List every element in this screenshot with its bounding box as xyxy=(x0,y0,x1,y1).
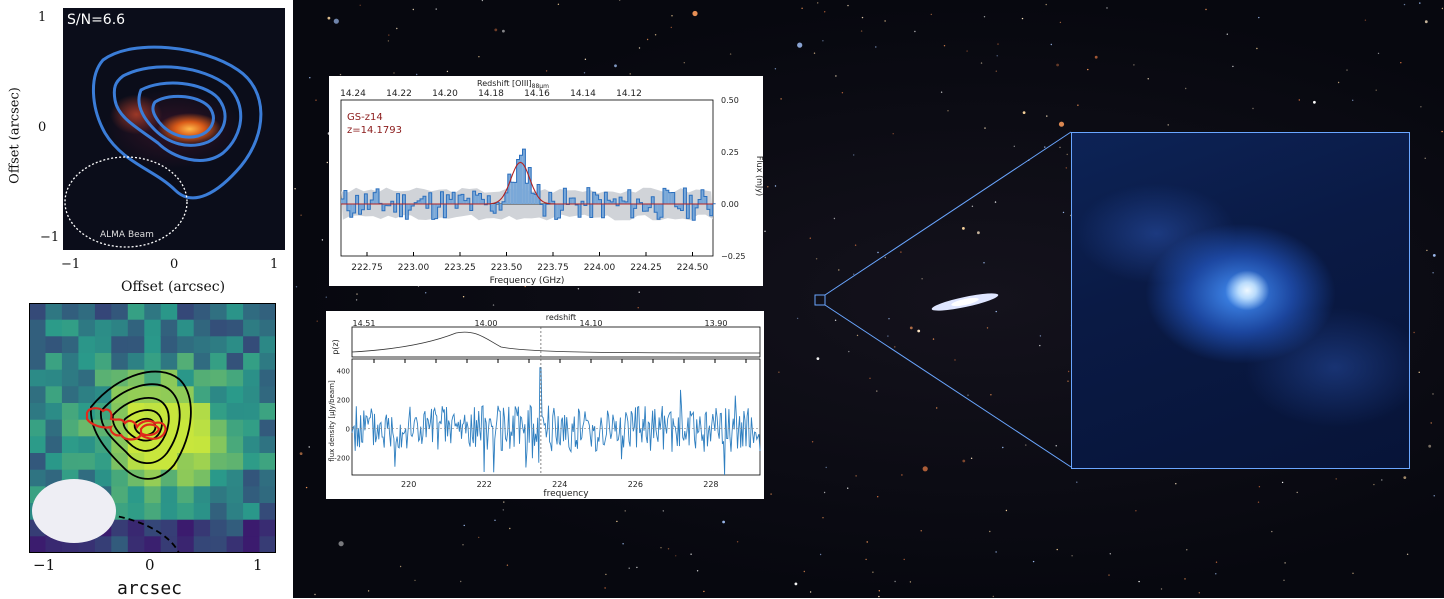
zoom-inset-galaxy xyxy=(1071,132,1410,469)
top-tick: 14.10 xyxy=(580,319,603,328)
spectrum-bin xyxy=(660,204,663,217)
panel-b-xtick-1: 1 xyxy=(253,556,263,574)
xtick-label: 222.75 xyxy=(351,263,383,273)
xlabel: frequency xyxy=(543,489,589,499)
xtick-label: 223.00 xyxy=(398,263,430,273)
spectrum-bin xyxy=(672,193,675,205)
spectrum-bin xyxy=(514,182,517,204)
panel-b-xtick-0: 0 xyxy=(145,556,155,574)
xtick-label: 223.25 xyxy=(444,263,476,273)
top-tick: 14.24 xyxy=(340,89,366,99)
top-tick: 14.20 xyxy=(432,89,458,99)
spectrum-bin xyxy=(511,182,514,204)
blue-contours xyxy=(93,47,260,198)
panel-b: −1 0 1 arcsec xyxy=(0,300,293,598)
panel-a-image: S/N=6.6 ALMA Beam xyxy=(63,8,285,250)
top-tick: 14.00 xyxy=(475,319,498,328)
pz-label: p(z) xyxy=(331,339,340,355)
spectrum-bin xyxy=(531,193,534,204)
ylabel: Flux (mJy) xyxy=(755,156,763,196)
panel-a: S/N=6.6 ALMA Beam 1 0 −1 Offset (arcsec)… xyxy=(0,0,293,300)
xtick-label: 220 xyxy=(401,480,416,489)
ytick-label: 200 xyxy=(337,397,350,405)
panel-a-ytick-0: 0 xyxy=(38,120,46,135)
panel-b-xlabel: arcsec xyxy=(117,578,182,599)
top-tick: 13.90 xyxy=(705,319,728,328)
spectrum-bin xyxy=(534,194,537,204)
spectrum-chart-2: redshift 14.51 14.00 14.10 13.90 p(z) 220 222 22… xyxy=(326,311,764,499)
ytick-label: 400 xyxy=(337,368,350,376)
xtick-label: 223.75 xyxy=(537,263,569,273)
redshift-label: z=14.1793 xyxy=(347,125,402,136)
top-tick: 14.14 xyxy=(570,89,596,99)
panel-a-xlabel: Offset (arcsec) xyxy=(121,279,225,295)
top-tick: 14.22 xyxy=(386,89,412,99)
panel-a-ylabel: Offset (arcsec) xyxy=(8,81,23,191)
spectrum-bin xyxy=(669,193,672,204)
top-tick: 14.12 xyxy=(616,89,642,99)
panel-a-xtick-m1: −1 xyxy=(61,257,80,272)
spectrum-bin xyxy=(596,195,599,204)
panel-a-ytick-1: 1 xyxy=(38,10,46,25)
spectrum-bin xyxy=(572,198,575,204)
ylabel: flux density [µJy/beam] xyxy=(328,380,336,462)
xtick-label: 224.00 xyxy=(584,263,616,273)
spectrum-bin xyxy=(525,183,528,204)
ytick-label: 0.50 xyxy=(721,96,739,105)
beam-label: ALMA Beam xyxy=(100,230,154,240)
pz-frame xyxy=(352,327,760,357)
zoom-line-bottom xyxy=(825,305,1071,467)
spectrum-bin xyxy=(341,199,344,204)
xtick-label: 228 xyxy=(703,480,718,489)
ytick-label: 0.00 xyxy=(721,200,739,209)
ytick-label: 0.25 xyxy=(721,148,739,157)
panel-a-xtick-0: 0 xyxy=(170,257,178,272)
spectrum-chart-2-svg: redshift 14.51 14.00 14.10 13.90 p(z) 220 222 22… xyxy=(326,311,764,499)
pz-curve xyxy=(352,332,760,353)
xlabel: Frequency (GHz) xyxy=(490,276,565,286)
spectrum-bin xyxy=(704,197,707,205)
top-tick: 14.51 xyxy=(353,319,376,328)
sn-label: S/N=6.6 xyxy=(67,12,125,28)
xtick-label: 224.50 xyxy=(677,263,709,273)
top-tick: 14.16 xyxy=(524,89,550,99)
xtick-label: 222 xyxy=(477,480,492,489)
xtick-label: 224 xyxy=(552,480,567,489)
spectrum-bin xyxy=(607,200,610,204)
pixel-map-frame xyxy=(29,303,276,553)
ytick-label: -200 xyxy=(334,455,350,463)
panel-a-xtick-1: 1 xyxy=(270,257,278,272)
spectrum-line xyxy=(352,368,760,475)
panel-a-ytick-m1: −1 xyxy=(40,230,59,245)
xtick-label: 223.50 xyxy=(491,263,523,273)
spectrum-bin xyxy=(476,195,479,204)
top-tick: 14.18 xyxy=(478,89,504,99)
spectrum-bin xyxy=(449,199,452,204)
zoom-source-box xyxy=(815,295,825,305)
ytick-label: −0.25 xyxy=(721,252,746,261)
legend-name: GS-z14 xyxy=(347,112,383,123)
zoom-line-top xyxy=(825,132,1071,295)
xtick-label: 226 xyxy=(628,480,643,489)
xtick-label: 224.25 xyxy=(630,263,662,273)
plot-frame xyxy=(341,100,713,256)
plot-frame xyxy=(352,359,760,475)
top-axis-label: redshift xyxy=(546,313,576,322)
ytick-label: 0 xyxy=(346,426,350,434)
panel-b-xtick-m1: −1 xyxy=(33,556,55,574)
